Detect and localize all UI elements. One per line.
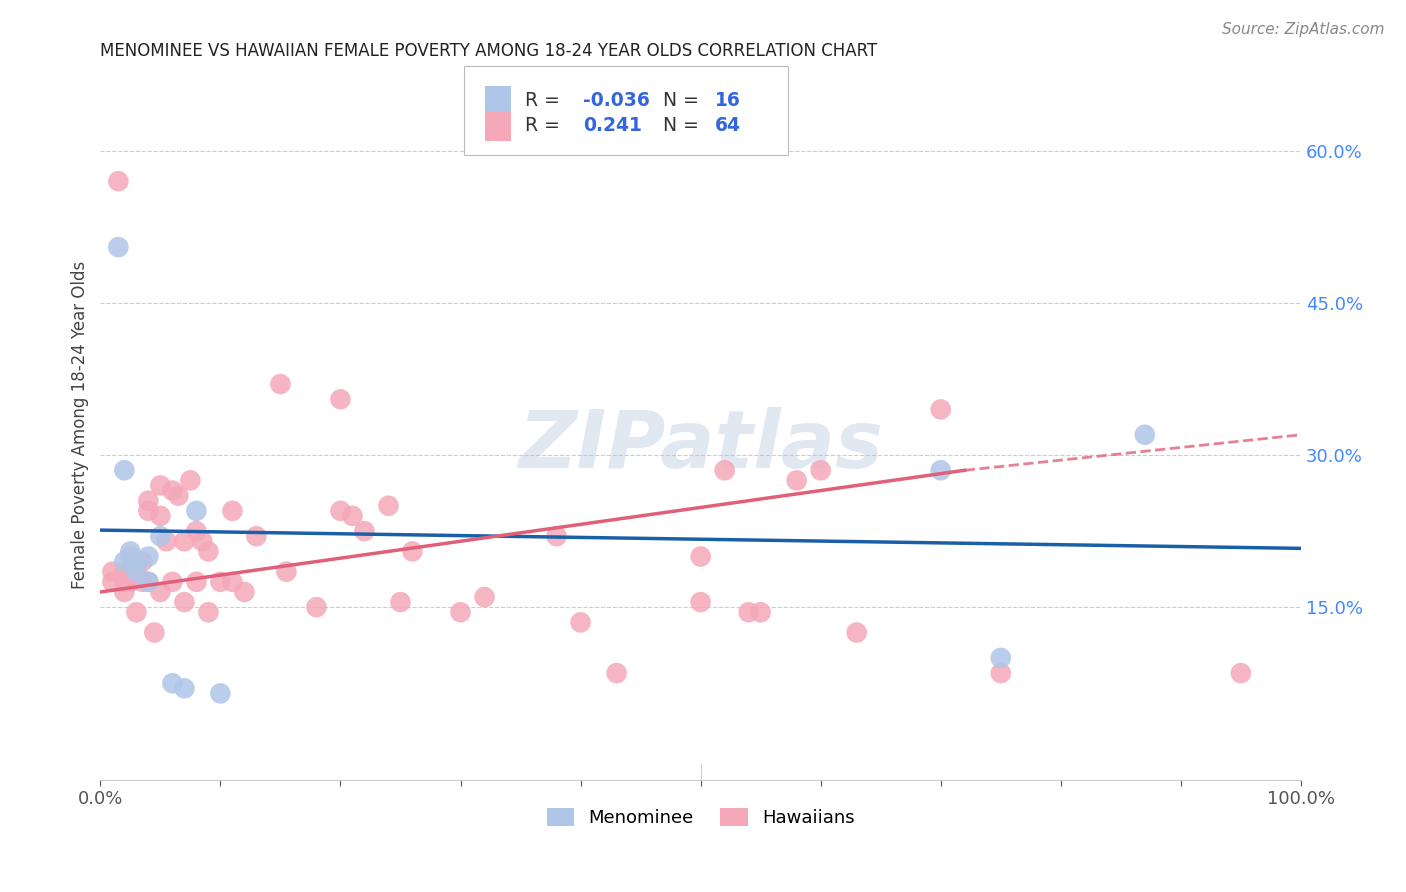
FancyBboxPatch shape — [485, 111, 510, 141]
Point — [305, 600, 328, 615]
Point — [107, 240, 129, 254]
Point — [125, 565, 148, 579]
Point — [689, 595, 711, 609]
Point — [221, 574, 243, 589]
Point — [329, 392, 352, 407]
Point — [186, 524, 208, 538]
Text: -0.036: -0.036 — [583, 91, 650, 111]
Point — [1133, 427, 1156, 442]
Point — [120, 565, 142, 579]
Text: N =: N = — [651, 91, 706, 111]
Point — [221, 504, 243, 518]
Point — [786, 474, 808, 488]
Point — [149, 478, 172, 492]
Point — [713, 463, 735, 477]
Point — [606, 666, 628, 681]
Point — [233, 585, 256, 599]
Point — [197, 544, 219, 558]
Point — [138, 574, 160, 589]
Point — [112, 585, 135, 599]
Point — [353, 524, 375, 538]
Point — [186, 504, 208, 518]
Point — [131, 574, 153, 589]
Text: 64: 64 — [716, 116, 741, 136]
Text: R =: R = — [526, 91, 567, 111]
Point — [810, 463, 832, 477]
Point — [167, 489, 190, 503]
FancyBboxPatch shape — [485, 86, 510, 116]
Point — [191, 534, 214, 549]
Point — [173, 595, 195, 609]
Point — [149, 585, 172, 599]
Point — [162, 676, 184, 690]
Point — [845, 625, 868, 640]
Point — [186, 574, 208, 589]
Point — [131, 555, 153, 569]
Point — [245, 529, 267, 543]
Point — [162, 574, 184, 589]
Point — [101, 565, 124, 579]
Point — [209, 574, 232, 589]
Point — [401, 544, 423, 558]
Text: Source: ZipAtlas.com: Source: ZipAtlas.com — [1222, 22, 1385, 37]
Point — [450, 605, 472, 619]
Point — [569, 615, 592, 630]
Text: MENOMINEE VS HAWAIIAN FEMALE POVERTY AMONG 18-24 YEAR OLDS CORRELATION CHART: MENOMINEE VS HAWAIIAN FEMALE POVERTY AMO… — [100, 42, 877, 60]
Point — [990, 651, 1012, 665]
Text: R =: R = — [526, 116, 567, 136]
Point — [125, 605, 148, 619]
Text: 16: 16 — [716, 91, 741, 111]
Y-axis label: Female Poverty Among 18-24 Year Olds: Female Poverty Among 18-24 Year Olds — [72, 260, 89, 589]
Point — [138, 574, 160, 589]
Point — [474, 590, 496, 604]
Point — [120, 544, 142, 558]
Text: N =: N = — [651, 116, 706, 136]
Point — [929, 402, 952, 417]
Point — [112, 463, 135, 477]
Point — [138, 493, 160, 508]
Point — [143, 625, 166, 640]
Point — [112, 565, 135, 579]
Point — [120, 549, 142, 564]
Point — [120, 574, 142, 589]
Point — [125, 555, 148, 569]
Legend: Menominee, Hawaiians: Menominee, Hawaiians — [540, 801, 862, 835]
Point — [689, 549, 711, 564]
FancyBboxPatch shape — [464, 66, 789, 155]
Point — [329, 504, 352, 518]
Point — [149, 508, 172, 523]
Point — [138, 504, 160, 518]
Text: ZIPatlas: ZIPatlas — [519, 407, 883, 485]
Point — [112, 574, 135, 589]
Point — [179, 474, 201, 488]
Point — [125, 555, 148, 569]
Point — [1230, 666, 1253, 681]
Point — [125, 565, 148, 579]
Point — [342, 508, 364, 523]
Point — [149, 529, 172, 543]
Point — [377, 499, 399, 513]
Point — [138, 549, 160, 564]
Point — [546, 529, 568, 543]
Point — [112, 555, 135, 569]
Point — [269, 377, 291, 392]
Point — [276, 565, 298, 579]
Point — [155, 534, 177, 549]
Point — [162, 483, 184, 498]
Text: 0.241: 0.241 — [583, 116, 643, 136]
Point — [737, 605, 759, 619]
Point — [173, 681, 195, 696]
Point — [173, 534, 195, 549]
Point — [389, 595, 412, 609]
Point — [749, 605, 772, 619]
Point — [197, 605, 219, 619]
Point — [990, 666, 1012, 681]
Point — [929, 463, 952, 477]
Point — [209, 686, 232, 700]
Point — [107, 174, 129, 188]
Point — [101, 574, 124, 589]
